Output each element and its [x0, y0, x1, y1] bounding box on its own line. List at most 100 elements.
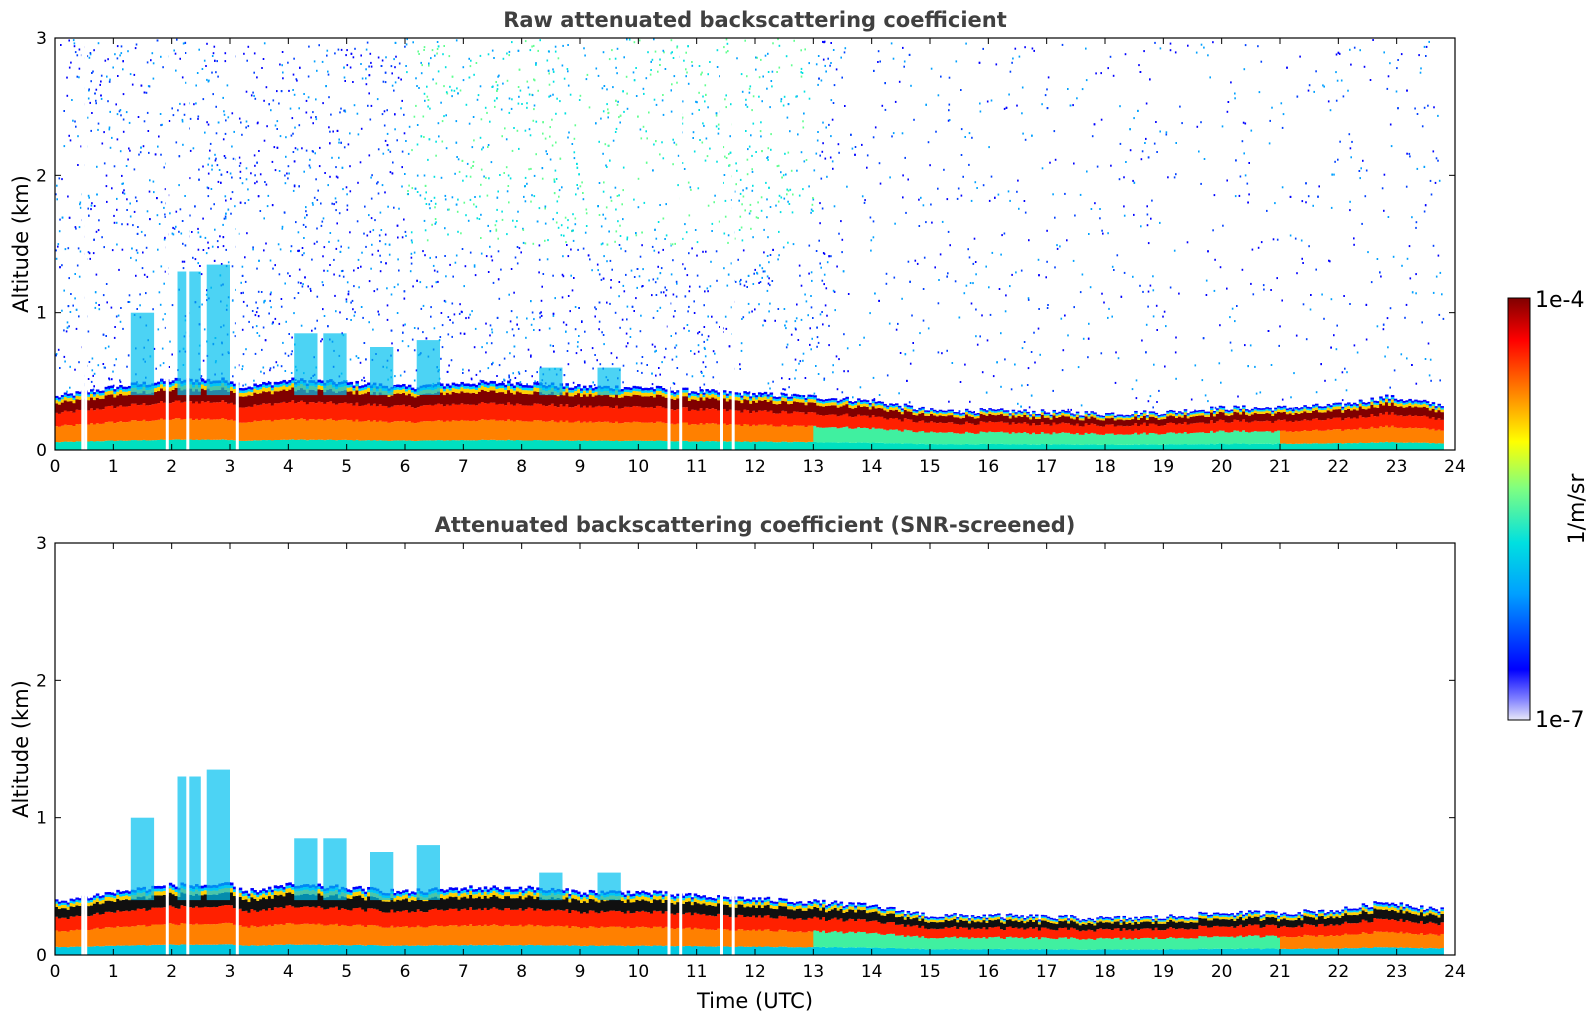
heatmap-cell — [899, 352, 902, 354]
heatmap-cell — [1437, 410, 1442, 419]
heatmap-cell — [962, 433, 966, 445]
heatmap-cell — [1040, 444, 1045, 450]
heatmap-cell — [900, 410, 905, 412]
heatmap-cell — [575, 352, 578, 355]
heatmap-cell — [141, 267, 144, 270]
heatmap-cell — [469, 384, 473, 387]
heatmap-cell — [256, 390, 260, 394]
heatmap-cell — [784, 411, 788, 426]
heatmap-cell — [716, 66, 719, 68]
heatmap-cell — [329, 130, 331, 133]
heatmap-cell — [367, 387, 371, 392]
heatmap-cell — [1418, 54, 1420, 57]
heatmap-cell — [604, 143, 607, 146]
heatmap-cell — [889, 403, 893, 406]
heatmap-cell — [965, 410, 969, 413]
heatmap-cell — [1420, 416, 1424, 429]
heatmap-cell — [962, 417, 966, 425]
heatmap-cell — [1163, 416, 1167, 419]
heatmap-cell — [895, 407, 899, 410]
heatmap-cell — [681, 100, 684, 103]
heatmap-cell — [717, 394, 721, 397]
heatmap-cell — [1393, 398, 1398, 401]
heatmap-cell — [256, 405, 260, 422]
heatmap-cell — [714, 423, 718, 442]
heatmap-cell — [1437, 159, 1439, 162]
heatmap-cell — [1224, 412, 1229, 416]
heatmap-cell — [1204, 413, 1208, 415]
heatmap-cell — [215, 390, 219, 403]
heatmap-cell — [466, 404, 470, 421]
heatmap-cell — [930, 408, 934, 410]
heatmap-cell — [741, 318, 743, 320]
heatmap-cell — [413, 408, 418, 424]
heatmap-cell — [160, 153, 162, 156]
heatmap-cell — [550, 403, 555, 421]
heatmap-cell — [1423, 45, 1426, 48]
heatmap-cell — [810, 412, 814, 426]
heatmap-cell — [329, 439, 333, 450]
heatmap-cell — [154, 385, 158, 389]
heatmap-cell — [1107, 416, 1112, 419]
heatmap-cell — [1294, 420, 1299, 432]
heatmap-cell — [950, 409, 954, 412]
heatmap-cell — [340, 403, 345, 420]
heatmap-cell — [526, 102, 528, 105]
heatmap-cell — [1000, 443, 1004, 450]
heatmap-cell — [1408, 398, 1412, 401]
heatmap-cell — [699, 391, 704, 394]
heatmap-cell — [119, 440, 123, 450]
heatmap-cell — [970, 199, 973, 202]
heatmap-cell — [801, 399, 806, 403]
heatmap-cell — [1379, 413, 1383, 427]
heatmap-cell — [609, 422, 613, 441]
heatmap-cell — [301, 254, 304, 257]
heatmap-cell — [378, 234, 381, 237]
heatmap-cell — [262, 403, 266, 420]
heatmap-cell — [767, 236, 769, 239]
heatmap-cell — [1145, 137, 1147, 140]
heatmap-cell — [582, 388, 587, 391]
heatmap-cell — [256, 393, 260, 406]
heatmap-cell — [512, 421, 517, 441]
heatmap-cell — [524, 129, 527, 132]
heatmap-cell — [1160, 417, 1164, 420]
heatmap-cell — [489, 402, 494, 420]
heatmap-cell — [1219, 324, 1221, 327]
heatmap-cell — [1014, 413, 1019, 416]
heatmap-cell — [819, 313, 822, 316]
heatmap-cell — [232, 440, 237, 450]
heatmap-cell — [769, 392, 774, 395]
heatmap-cell — [437, 440, 441, 450]
heatmap-cell — [287, 165, 290, 168]
heatmap-cell — [1151, 414, 1156, 417]
heatmap-cell — [1014, 433, 1019, 445]
heatmap-cell — [510, 420, 514, 441]
heatmap-cell — [798, 399, 803, 403]
heatmap-cell — [1414, 107, 1416, 110]
heatmap-cell — [603, 181, 605, 184]
heatmap-cell — [218, 402, 222, 420]
heatmap-cell — [609, 396, 613, 408]
heatmap-cell — [1090, 412, 1094, 415]
heatmap-cell — [346, 420, 351, 441]
heatmap-cell — [527, 421, 532, 441]
heatmap-cell — [930, 409, 934, 412]
heatmap-cell — [717, 424, 721, 442]
heatmap-cell — [157, 328, 160, 331]
heatmap-cell — [594, 386, 599, 390]
heatmap-cell — [454, 386, 459, 389]
heatmap-cell — [1347, 408, 1351, 418]
heatmap-cell — [841, 238, 844, 241]
heatmap-cell — [505, 166, 508, 169]
heatmap-cell — [477, 403, 482, 421]
heatmap-cell — [886, 409, 890, 412]
heatmap-cell — [500, 108, 503, 111]
heatmap-cell — [781, 441, 785, 450]
heatmap-cell — [175, 225, 177, 228]
heatmap-cell — [232, 386, 237, 389]
heatmap-cell — [889, 429, 893, 444]
heatmap-cell — [1385, 402, 1389, 412]
heatmap-cell — [606, 394, 610, 407]
heatmap-cell — [405, 391, 409, 396]
